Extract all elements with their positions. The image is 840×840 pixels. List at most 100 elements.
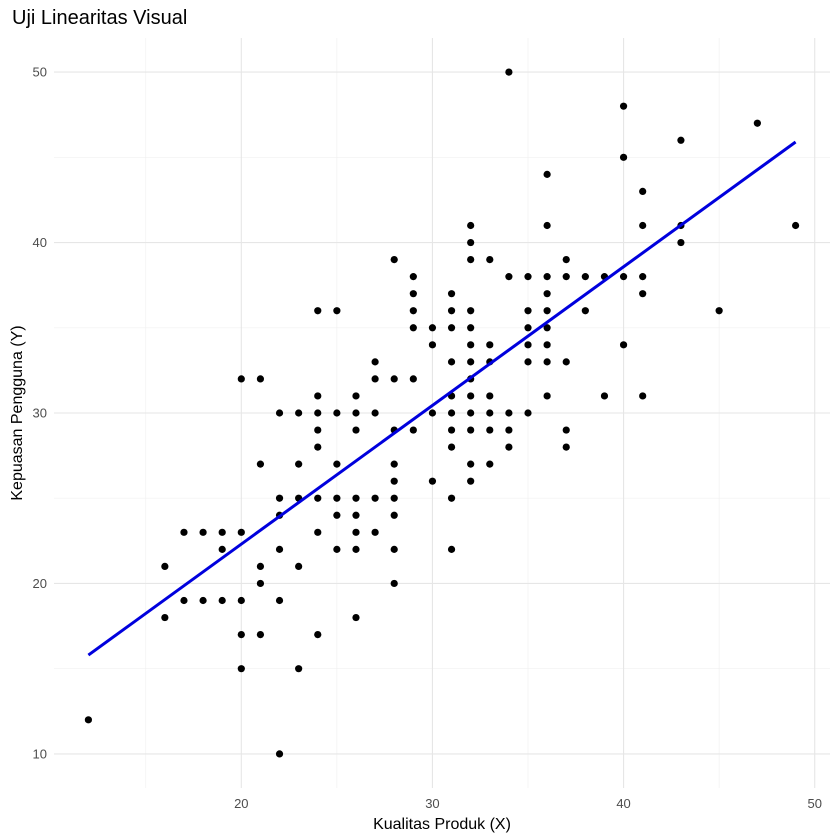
data-point [314, 443, 322, 451]
data-point [352, 511, 360, 519]
data-point [390, 477, 398, 485]
data-point [256, 460, 265, 468]
data-point [314, 494, 322, 502]
data-point [543, 170, 551, 178]
data-point [275, 409, 284, 417]
data-point [486, 426, 494, 434]
data-point [180, 596, 188, 605]
data-point [218, 528, 226, 536]
data-point [505, 68, 513, 76]
y-tick-label: 20 [33, 576, 47, 591]
data-point [447, 290, 456, 298]
data-point [199, 528, 207, 536]
y-tick-label: 30 [33, 406, 47, 421]
data-point [428, 341, 437, 349]
data-point [543, 341, 551, 349]
data-point [256, 630, 265, 639]
data-point [524, 273, 532, 281]
chart-title: Uji Linearitas Visual [12, 7, 187, 29]
data-point [447, 443, 456, 451]
data-point [639, 392, 647, 400]
data-point [237, 528, 245, 536]
data-point [295, 562, 303, 571]
data-point [505, 443, 513, 451]
data-point [333, 545, 341, 553]
data-point [352, 545, 360, 553]
y-tick-label: 10 [33, 746, 47, 761]
data-point [562, 443, 570, 451]
data-point [237, 630, 245, 639]
data-point [409, 324, 417, 332]
data-point [467, 392, 475, 400]
data-point [715, 307, 723, 315]
data-point [524, 307, 532, 315]
regression-line-group [87, 140, 797, 657]
data-point [218, 596, 226, 605]
data-point [161, 562, 169, 571]
data-point [352, 409, 360, 417]
data-point [677, 238, 685, 247]
data-point [543, 273, 551, 281]
data-point [486, 460, 494, 468]
data-point [295, 409, 303, 417]
data-point [467, 255, 475, 264]
x-tick-label: 20 [234, 796, 248, 811]
data-points [84, 68, 800, 758]
data-point [352, 528, 360, 536]
data-point [447, 409, 456, 417]
data-point [524, 341, 532, 349]
data-point [562, 255, 570, 264]
data-point [619, 341, 628, 349]
data-point [486, 341, 494, 349]
data-point [371, 494, 379, 502]
data-point [524, 358, 532, 366]
data-point [543, 392, 551, 400]
data-point [314, 528, 322, 536]
data-point [543, 358, 551, 366]
data-point [314, 409, 322, 417]
data-point [371, 358, 379, 366]
data-point [447, 545, 456, 553]
data-point [390, 494, 398, 502]
data-point [447, 324, 456, 332]
data-point [333, 494, 341, 502]
data-point [275, 494, 284, 502]
data-point [524, 409, 532, 417]
data-point [428, 477, 437, 485]
data-point [467, 460, 475, 468]
data-point [333, 460, 341, 468]
data-point [237, 375, 245, 383]
data-point [256, 562, 265, 571]
data-point [371, 528, 379, 536]
grid [54, 38, 830, 788]
data-point [428, 324, 437, 332]
data-point [333, 511, 341, 519]
data-point [639, 273, 647, 281]
data-point [409, 375, 417, 383]
data-point [314, 307, 322, 315]
data-point [409, 307, 417, 315]
y-tick-label: 40 [33, 235, 47, 250]
regression-line [87, 140, 797, 657]
data-point [543, 290, 551, 298]
data-point [562, 426, 570, 434]
y-axis-label: Kepuasan Pengguna (Y) [9, 325, 26, 500]
x-tick-label: 40 [616, 796, 630, 811]
data-point [639, 221, 647, 230]
data-point [447, 358, 456, 366]
data-point [428, 409, 437, 417]
data-point [371, 375, 379, 383]
data-point [600, 392, 609, 400]
data-point [581, 273, 589, 281]
data-point [390, 375, 398, 383]
data-point [295, 665, 303, 673]
data-point [524, 324, 532, 332]
data-point [505, 273, 513, 281]
data-point [333, 409, 341, 417]
data-point [467, 358, 475, 366]
data-point [352, 494, 360, 502]
data-point [677, 136, 685, 144]
data-point [562, 273, 570, 281]
data-point [161, 613, 169, 622]
